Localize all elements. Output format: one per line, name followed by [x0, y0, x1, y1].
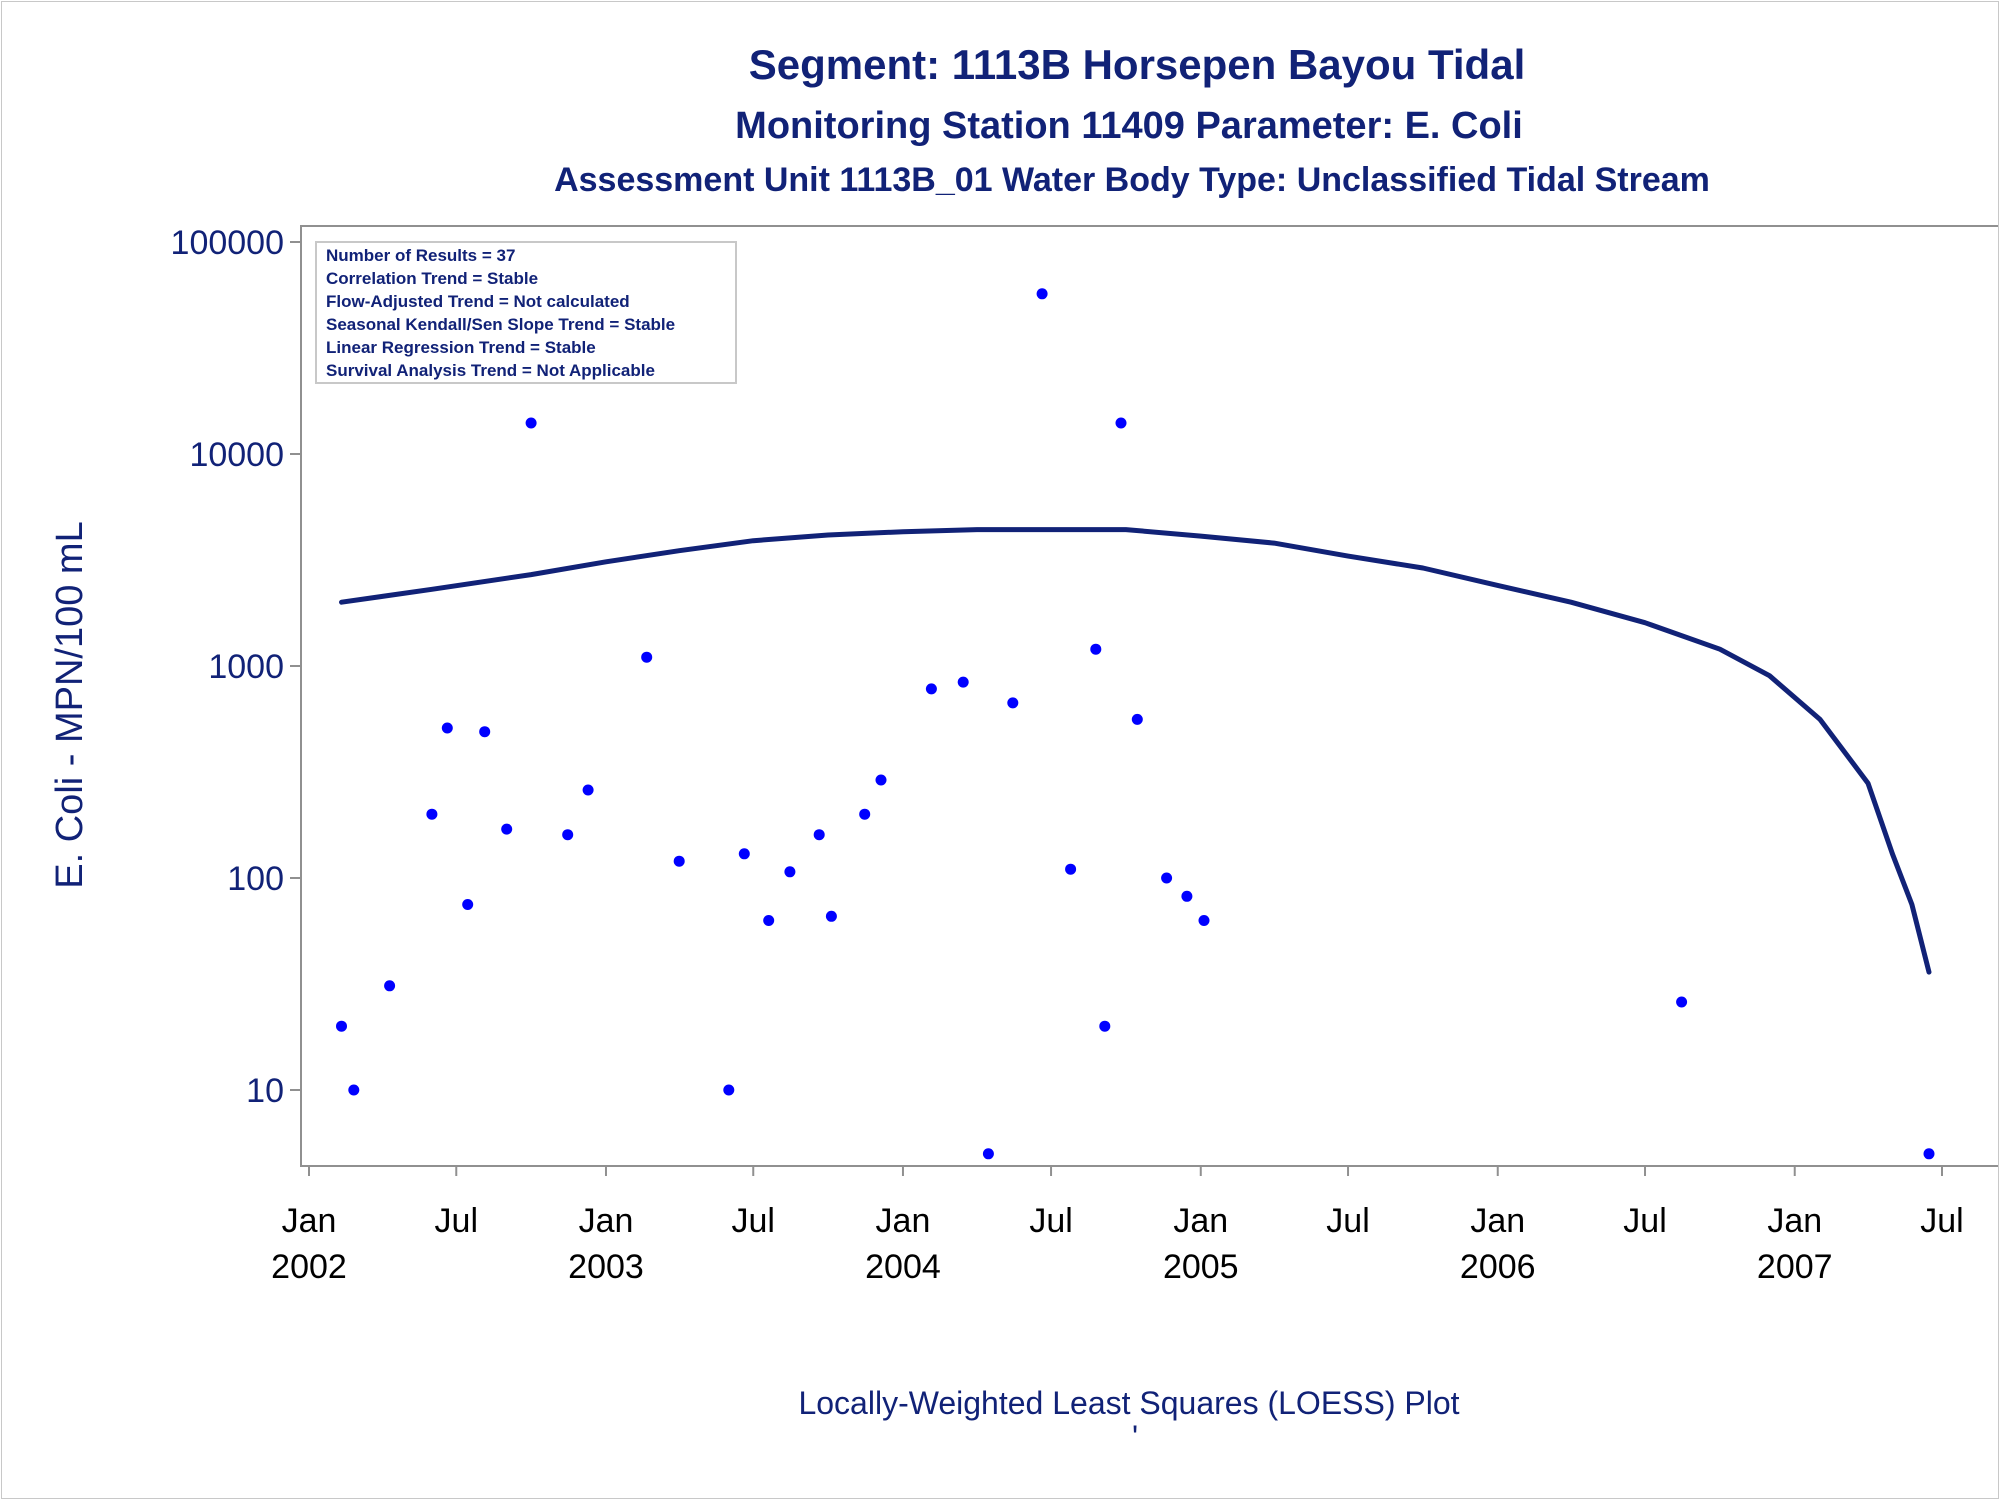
data-point — [875, 774, 887, 786]
x-tick-label-month: Jul — [435, 1202, 478, 1240]
loess-fit — [339, 527, 1932, 975]
x-tick-label-year: 2002 — [271, 1248, 347, 1286]
data-point — [1131, 713, 1143, 725]
stats-box-line: Flow-Adjusted Trend = Not calculated — [326, 292, 630, 311]
data-point — [1198, 915, 1210, 926]
data-point — [763, 915, 775, 926]
data-point — [1181, 890, 1193, 902]
data-point — [1161, 872, 1173, 884]
data-point — [738, 848, 750, 860]
data-point — [1065, 863, 1077, 875]
data-point — [582, 784, 594, 796]
stats-box-frame — [315, 241, 737, 384]
x-tick-label-month: Jan — [1470, 1202, 1525, 1240]
x-tick-label-month: Jan — [282, 1202, 337, 1240]
data-point — [673, 855, 685, 867]
data-point — [825, 910, 837, 922]
y-tick-label: 10000 — [189, 436, 284, 474]
data-point — [1090, 643, 1102, 655]
data-point — [1923, 1148, 1935, 1160]
data-point — [462, 899, 474, 910]
data-point — [1007, 697, 1019, 709]
x-tick-label-year: 2003 — [568, 1248, 644, 1286]
data-point — [1099, 1020, 1111, 1032]
stats-box-line: Seasonal Kendall/Sen Slope Trend = Stabl… — [326, 315, 675, 334]
chart-title: Segment: 1113B Horsepen Bayou Tidal — [749, 41, 1526, 88]
data-point — [384, 980, 396, 992]
data-point — [957, 676, 969, 688]
data-point — [813, 829, 825, 841]
data-point — [641, 651, 653, 663]
chart-subtitle: Monitoring Station 11409 Parameter: E. C… — [735, 105, 1523, 147]
x-tick-label-month: Jan — [579, 1202, 634, 1240]
x-tick-label-year: 2004 — [865, 1248, 941, 1286]
x-tick-label-month: Jul — [1623, 1202, 1666, 1240]
x-tick-label-month: Jan — [1767, 1202, 1822, 1240]
data-point — [336, 1020, 347, 1032]
data-point — [859, 808, 871, 820]
footnote-mark: ' — [1132, 1419, 1138, 1455]
data-point — [441, 722, 453, 734]
data-point — [784, 866, 796, 878]
stats-box-line: Correlation Trend = Stable — [326, 269, 538, 288]
stats-box-line: Survival Analysis Trend = Not Applicable — [326, 361, 655, 380]
data-point — [982, 1148, 994, 1160]
y-tick-label: 100 — [227, 860, 284, 898]
data-point — [1115, 417, 1127, 429]
x-tick-label-year: 2007 — [1757, 1248, 1833, 1286]
x-tick-label-month: Jul — [1326, 1202, 1369, 1240]
data-point — [1036, 288, 1048, 300]
data-point — [723, 1084, 735, 1096]
stats-box-line: Linear Regression Trend = Stable — [326, 338, 596, 357]
x-tick-label-year: 2006 — [1460, 1248, 1536, 1286]
data-point — [426, 808, 438, 820]
y-tick-label: 10 — [246, 1072, 284, 1110]
x-tick-label-month: Jan — [1173, 1202, 1228, 1240]
data-point — [479, 726, 491, 738]
stats-box-line: Number of Results = 37 — [326, 246, 515, 265]
stats-box: Number of Results = 37 Correlation Trend… — [315, 241, 737, 384]
chart-subtitle-2: Assessment Unit 1113B_01 Water Body Type… — [554, 161, 1710, 199]
data-point — [525, 417, 537, 429]
y-tick-label: 100000 — [171, 224, 284, 262]
data-point — [562, 829, 574, 841]
y-axis-label: E. Coli - MPN/100 mL — [49, 521, 91, 888]
x-tick-label-month: Jul — [1920, 1202, 1963, 1240]
data-point — [925, 683, 937, 695]
data-point — [348, 1084, 360, 1096]
y-tick-label: 1000 — [208, 648, 284, 686]
x-tick-label-month: Jan — [876, 1202, 931, 1240]
data-point — [501, 823, 513, 835]
x-tick-label-month: Jul — [1029, 1202, 1072, 1240]
plot-area — [300, 225, 1998, 1167]
data-points — [336, 288, 1935, 1160]
loess-curve — [339, 527, 1932, 975]
data-point — [1676, 996, 1688, 1008]
x-tick-label-year: 2005 — [1163, 1248, 1239, 1286]
chart-footnote: Locally-Weighted Least Squares (LOESS) P… — [798, 1385, 1459, 1421]
x-tick-label-month: Jul — [732, 1202, 775, 1240]
axes: 10 100 1000 10000 100000 Jan 2002 Jul Jan 2003 Jul… — [171, 224, 1964, 1286]
